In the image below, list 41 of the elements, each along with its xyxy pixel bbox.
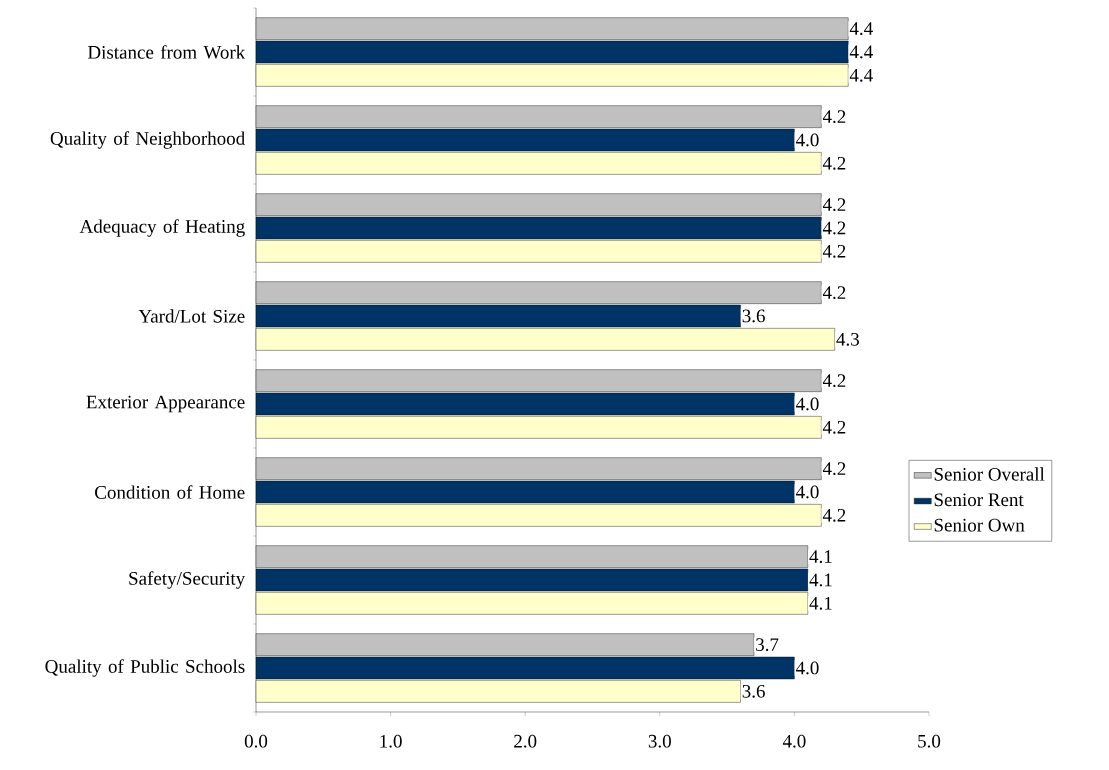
data-label: 4.0 (795, 133, 819, 147)
data-label: 4.0 (795, 661, 819, 675)
x-tick-label: 0.0 (244, 734, 268, 748)
data-label: 4.2 (822, 221, 846, 235)
data-label: 4.2 (822, 110, 846, 124)
y-tick-label: Exterior Appearance (86, 395, 245, 413)
data-label: 4.0 (795, 485, 819, 499)
data-label: 4.2 (822, 420, 846, 434)
y-tick-label: Yard/Lot Size (138, 309, 245, 323)
data-label: 4.0 (795, 397, 819, 411)
data-label: 4.4 (849, 22, 873, 36)
data-label: 4.2 (822, 156, 846, 170)
x-tick-label: 1.0 (380, 734, 402, 748)
data-label: 4.2 (822, 244, 846, 258)
legend-label: Senior Own (934, 518, 1025, 532)
data-label: 4.4 (849, 68, 873, 82)
data-label: 3.6 (742, 309, 765, 323)
data-label: 4.2 (822, 374, 846, 388)
y-tick-label: Adequacy of Heating (79, 219, 245, 237)
data-label: 4.1 (809, 573, 832, 587)
data-label: 4.1 (809, 550, 832, 564)
legend-label: Senior Overall (934, 467, 1045, 481)
y-tick-label: Quality of Public Schools (45, 659, 245, 677)
legend-label: Senior Rent (934, 493, 1024, 507)
y-tick-label: Condition of Home (95, 485, 245, 499)
y-tick-label: Distance from Work (87, 45, 246, 59)
x-tick-label: 4.0 (782, 734, 806, 748)
data-label: 4.2 (822, 286, 846, 300)
y-tick-label: Quality of Neighborhood (50, 131, 245, 149)
data-label: 4.2 (822, 198, 846, 212)
data-label: 4.1 (809, 596, 832, 610)
data-label: 4.2 (822, 462, 846, 476)
x-tick-label: 2.0 (514, 734, 537, 748)
x-tick-label: 5.0 (918, 734, 941, 748)
data-label: 4.3 (836, 332, 859, 346)
data-label: 4.2 (822, 508, 846, 522)
x-tick-label: 3.0 (648, 734, 671, 748)
data-label: 4.4 (849, 45, 873, 59)
data-label: 3.6 (742, 684, 765, 698)
data-label: 3.7 (756, 638, 779, 652)
y-tick-label: Safety/Security (129, 571, 246, 589)
